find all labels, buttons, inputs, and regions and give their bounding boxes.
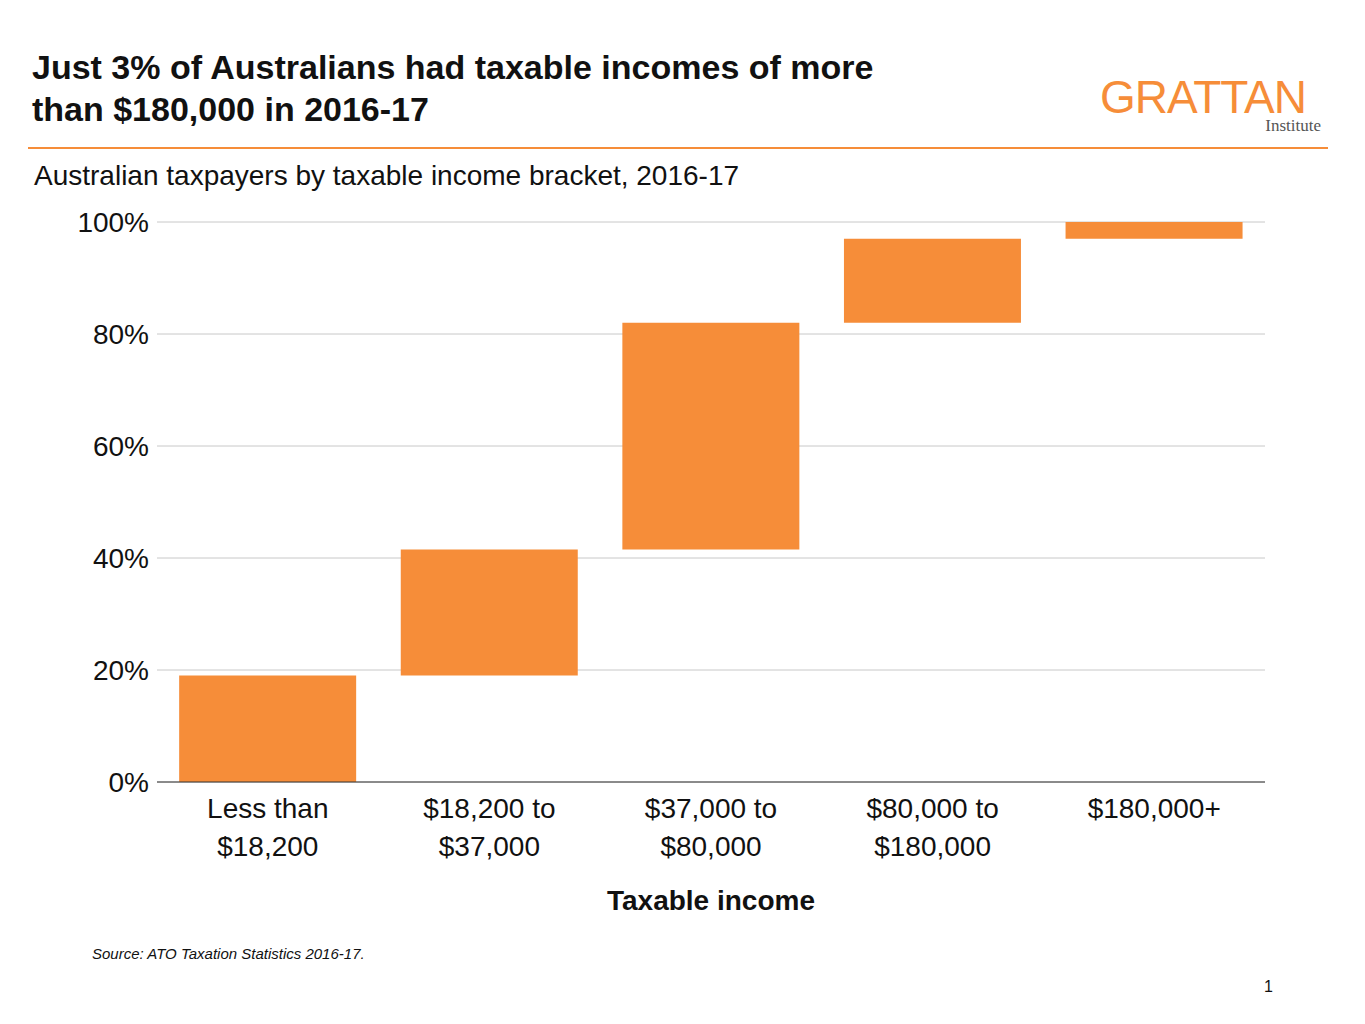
svg-text:Less than: Less than [207,793,328,824]
html-text:Source: ATO Taxation Statistic: Source: ATO Taxation Statistics 2016-17. [92,945,365,962]
html-text:1: 1 [1264,978,1273,995]
svg-text:100%: 100% [77,207,149,238]
html-text:Just 3% of Australians had tax: Just 3% of Australians had taxable incom… [32,48,874,128]
html-text:Taxable income: Taxable income [607,885,815,916]
svg-text:$18,200 to: $18,200 to [423,793,555,824]
svg-text:$180,000: $180,000 [874,831,991,862]
svg-text:$180,000+: $180,000+ [1088,793,1221,824]
svg-text:$37,000: $37,000 [439,831,540,862]
svg-text:$80,000: $80,000 [660,831,761,862]
svg-text:80%: 80% [93,319,149,350]
html-text:Australian taxpayers by taxabl: Australian taxpayers by taxable income b… [34,160,740,191]
svg-text:$80,000 to: $80,000 to [866,793,998,824]
html-text:GRATTAN: GRATTAN [1100,71,1306,123]
svg-text:0%: 0% [109,767,149,798]
html-text:Institute: Institute [1265,116,1321,135]
svg-text:$37,000 to: $37,000 to [645,793,777,824]
svg-text:60%: 60% [93,431,149,462]
svg-text:40%: 40% [93,543,149,574]
svg-text:$18,200: $18,200 [217,831,318,862]
svg-text:20%: 20% [93,655,149,686]
